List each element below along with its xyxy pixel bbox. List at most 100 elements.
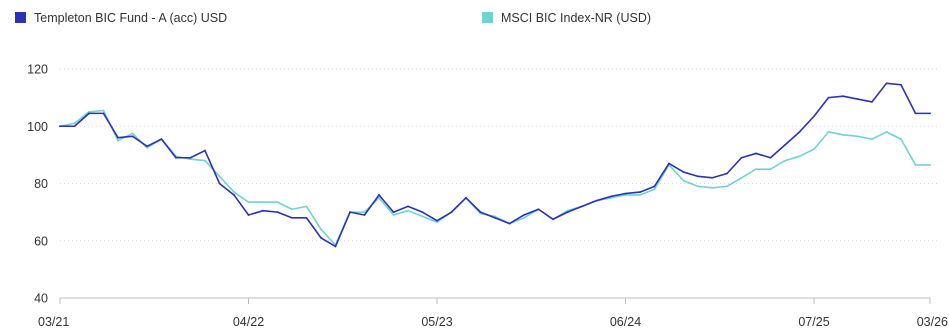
data-point-index: [305, 205, 308, 208]
data-point-index: [102, 109, 105, 112]
data-point-fund: [189, 156, 192, 159]
data-point-index: [871, 138, 873, 141]
data-point-fund: [827, 96, 830, 99]
x-tick-label: 05/23: [421, 315, 452, 329]
data-series: [59, 82, 931, 248]
legend-label-fund: Templeton BIC Fund - A (acc) USD: [34, 11, 227, 25]
x-tick-label: 03/26: [917, 315, 948, 329]
data-point-fund: [653, 185, 656, 188]
data-point-fund: [610, 195, 612, 198]
legend-swatch-fund: [15, 12, 26, 23]
data-point-index: [146, 146, 148, 149]
data-point-fund: [131, 135, 134, 138]
legend: Templeton BIC Fund - A (acc) USD MSCI BI…: [15, 11, 651, 25]
data-point-fund: [508, 222, 511, 225]
data-point-fund: [479, 211, 482, 214]
data-point-fund: [914, 112, 917, 115]
data-point-fund: [552, 218, 554, 221]
data-point-index: [436, 221, 438, 224]
data-point-index: [929, 163, 931, 166]
data-point-fund: [146, 145, 148, 148]
data-point-fund: [769, 156, 772, 159]
data-point-fund: [175, 156, 177, 159]
x-axis: 03/21 04/22 05/23 06/24 07/25 03/26: [38, 297, 948, 329]
data-point-fund: [537, 208, 540, 211]
data-point-fund: [117, 136, 119, 139]
data-point-fund: [798, 131, 801, 133]
data-point-index: [276, 201, 279, 204]
data-point-index: [856, 135, 859, 138]
y-tick-label: 80: [34, 177, 48, 191]
data-point-fund: [204, 149, 206, 152]
data-point-index: [900, 138, 902, 141]
x-tick-label: 04/22: [233, 315, 264, 329]
data-point-fund: [624, 192, 627, 195]
data-point-fund: [421, 211, 424, 214]
data-point-index: [189, 158, 192, 161]
data-point-index: [813, 148, 815, 151]
data-point-index: [697, 185, 699, 188]
data-point-fund: [900, 83, 902, 86]
data-point-index: [769, 168, 772, 171]
data-point-index: [247, 201, 250, 204]
data-point-fund: [378, 194, 380, 196]
data-point-fund: [929, 112, 931, 115]
data-point-index: [320, 228, 322, 231]
data-point-index: [726, 185, 728, 188]
data-point-index: [233, 191, 235, 193]
data-point-fund: [639, 191, 641, 193]
data-point-index: [740, 176, 743, 179]
data-point-index: [639, 194, 641, 196]
x-tick-label: 06/24: [610, 315, 641, 329]
data-point-index: [392, 214, 395, 216]
data-point-fund: [363, 214, 366, 216]
data-point-index: [73, 122, 76, 125]
data-point-fund: [581, 205, 583, 208]
data-point-fund: [450, 211, 453, 214]
y-axis-tick-labels: 40 60 80 100 120: [27, 63, 48, 306]
data-point-fund: [871, 101, 873, 103]
data-point-fund: [711, 176, 714, 179]
data-point-fund: [494, 216, 496, 219]
data-point-index: [117, 139, 119, 142]
data-point-index: [798, 155, 801, 158]
data-point-fund: [73, 125, 76, 128]
data-point-fund: [885, 82, 888, 85]
data-point-index: [885, 131, 888, 133]
data-point-fund: [276, 211, 279, 214]
data-point-fund: [523, 214, 525, 216]
data-point-fund: [842, 95, 844, 98]
data-point-index: [682, 179, 685, 182]
data-point-index: [523, 216, 525, 219]
data-point-fund: [566, 211, 569, 214]
data-point-fund: [465, 196, 467, 199]
y-tick-label: 60: [34, 234, 48, 248]
data-point-index: [262, 201, 264, 204]
data-point-fund: [320, 236, 322, 239]
data-point-fund: [305, 216, 308, 219]
data-point-fund: [88, 112, 90, 115]
gridlines: [60, 68, 938, 242]
data-point-index: [131, 132, 134, 135]
data-point-index: [610, 196, 612, 199]
data-point-fund: [392, 211, 395, 214]
data-point-index: [407, 209, 409, 212]
data-point-fund: [682, 171, 685, 173]
data-point-fund: [233, 194, 235, 196]
y-tick-label: 40: [34, 292, 48, 306]
data-point-index: [204, 159, 206, 162]
data-point-fund: [436, 219, 438, 222]
data-point-fund: [218, 182, 221, 185]
data-point-index: [218, 175, 221, 178]
data-point-fund: [102, 112, 105, 115]
data-point-index: [827, 131, 830, 133]
data-point-fund: [784, 143, 786, 146]
data-point-index: [653, 188, 656, 191]
series-line-index: [59, 109, 931, 246]
data-point-fund: [160, 138, 163, 141]
y-tick-label: 100: [27, 120, 48, 134]
legend-swatch-index: [482, 12, 493, 23]
data-point-fund: [726, 172, 728, 175]
data-point-fund: [595, 199, 598, 202]
